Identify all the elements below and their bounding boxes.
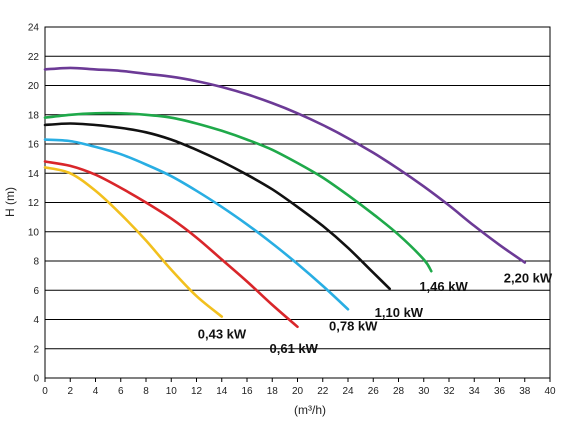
x-tick-label: 40	[544, 386, 556, 397]
x-axis-label: (m³/h)	[294, 403, 326, 417]
y-tick-label: 24	[28, 23, 40, 34]
x-tick-label: 6	[118, 386, 124, 397]
series-group	[43, 66, 527, 329]
series-label: 1,10 kW	[375, 305, 424, 320]
y-tick-label: 22	[28, 52, 40, 63]
series-line	[43, 160, 299, 329]
x-tick-label: 10	[166, 386, 178, 397]
x-tick-label: 18	[267, 386, 279, 397]
y-tick-label: 2	[33, 344, 39, 355]
series-line	[43, 138, 350, 311]
x-tick-label: 38	[519, 386, 531, 397]
x-tick-label: 26	[368, 386, 380, 397]
y-tick-label: 0	[33, 374, 39, 385]
x-tick-label: 2	[67, 386, 73, 397]
x-tick-label: 20	[292, 386, 304, 397]
x-tick-label: 36	[494, 386, 506, 397]
x-tick-label: 4	[93, 386, 99, 397]
y-tick-label: 20	[28, 81, 40, 92]
y-tick-label: 6	[33, 286, 39, 297]
y-tick-label: 16	[28, 140, 40, 151]
series-label: 2,20 kW	[504, 270, 553, 285]
x-tick-label: 22	[317, 386, 329, 397]
x-axis-ticks: 0 2 4 6 8 10 12 14 16 18 20 22 24 26 28 30 32 34 36 38 40	[42, 378, 556, 397]
y-tick-label: 10	[28, 227, 40, 238]
x-tick-label: 30	[418, 386, 430, 397]
y-tick-label: 12	[28, 198, 40, 209]
y-tick-label: 18	[28, 110, 40, 121]
series-line	[43, 166, 224, 318]
x-tick-label: 8	[143, 386, 149, 397]
y-tick-label: 14	[28, 169, 40, 180]
series-line	[43, 66, 527, 264]
series-label: 0,43 kW	[198, 327, 247, 342]
x-tick-label: 34	[469, 386, 481, 397]
x-tick-label: 14	[216, 386, 228, 397]
x-tick-label: 28	[393, 386, 405, 397]
series-labels: 0,43 kW 0,61 kW 0,78 kW1,10 kW 1,46 kW 2,20 …	[198, 270, 553, 355]
y-tick-label: 4	[33, 315, 39, 326]
x-tick-label: 24	[342, 386, 354, 397]
y-axis-label: H (m)	[3, 187, 17, 217]
x-tick-label: 16	[241, 386, 253, 397]
x-tick-label: 0	[42, 386, 48, 397]
x-tick-label: 32	[443, 386, 455, 397]
series-label: 0,61 kW	[270, 341, 319, 356]
series-label: 1,46 kW	[419, 279, 468, 294]
series-label: 0,78 kW	[329, 318, 378, 333]
series-line	[43, 111, 433, 273]
x-tick-label: 12	[191, 386, 203, 397]
y-tick-label: 8	[33, 257, 39, 268]
series-line	[43, 122, 391, 291]
